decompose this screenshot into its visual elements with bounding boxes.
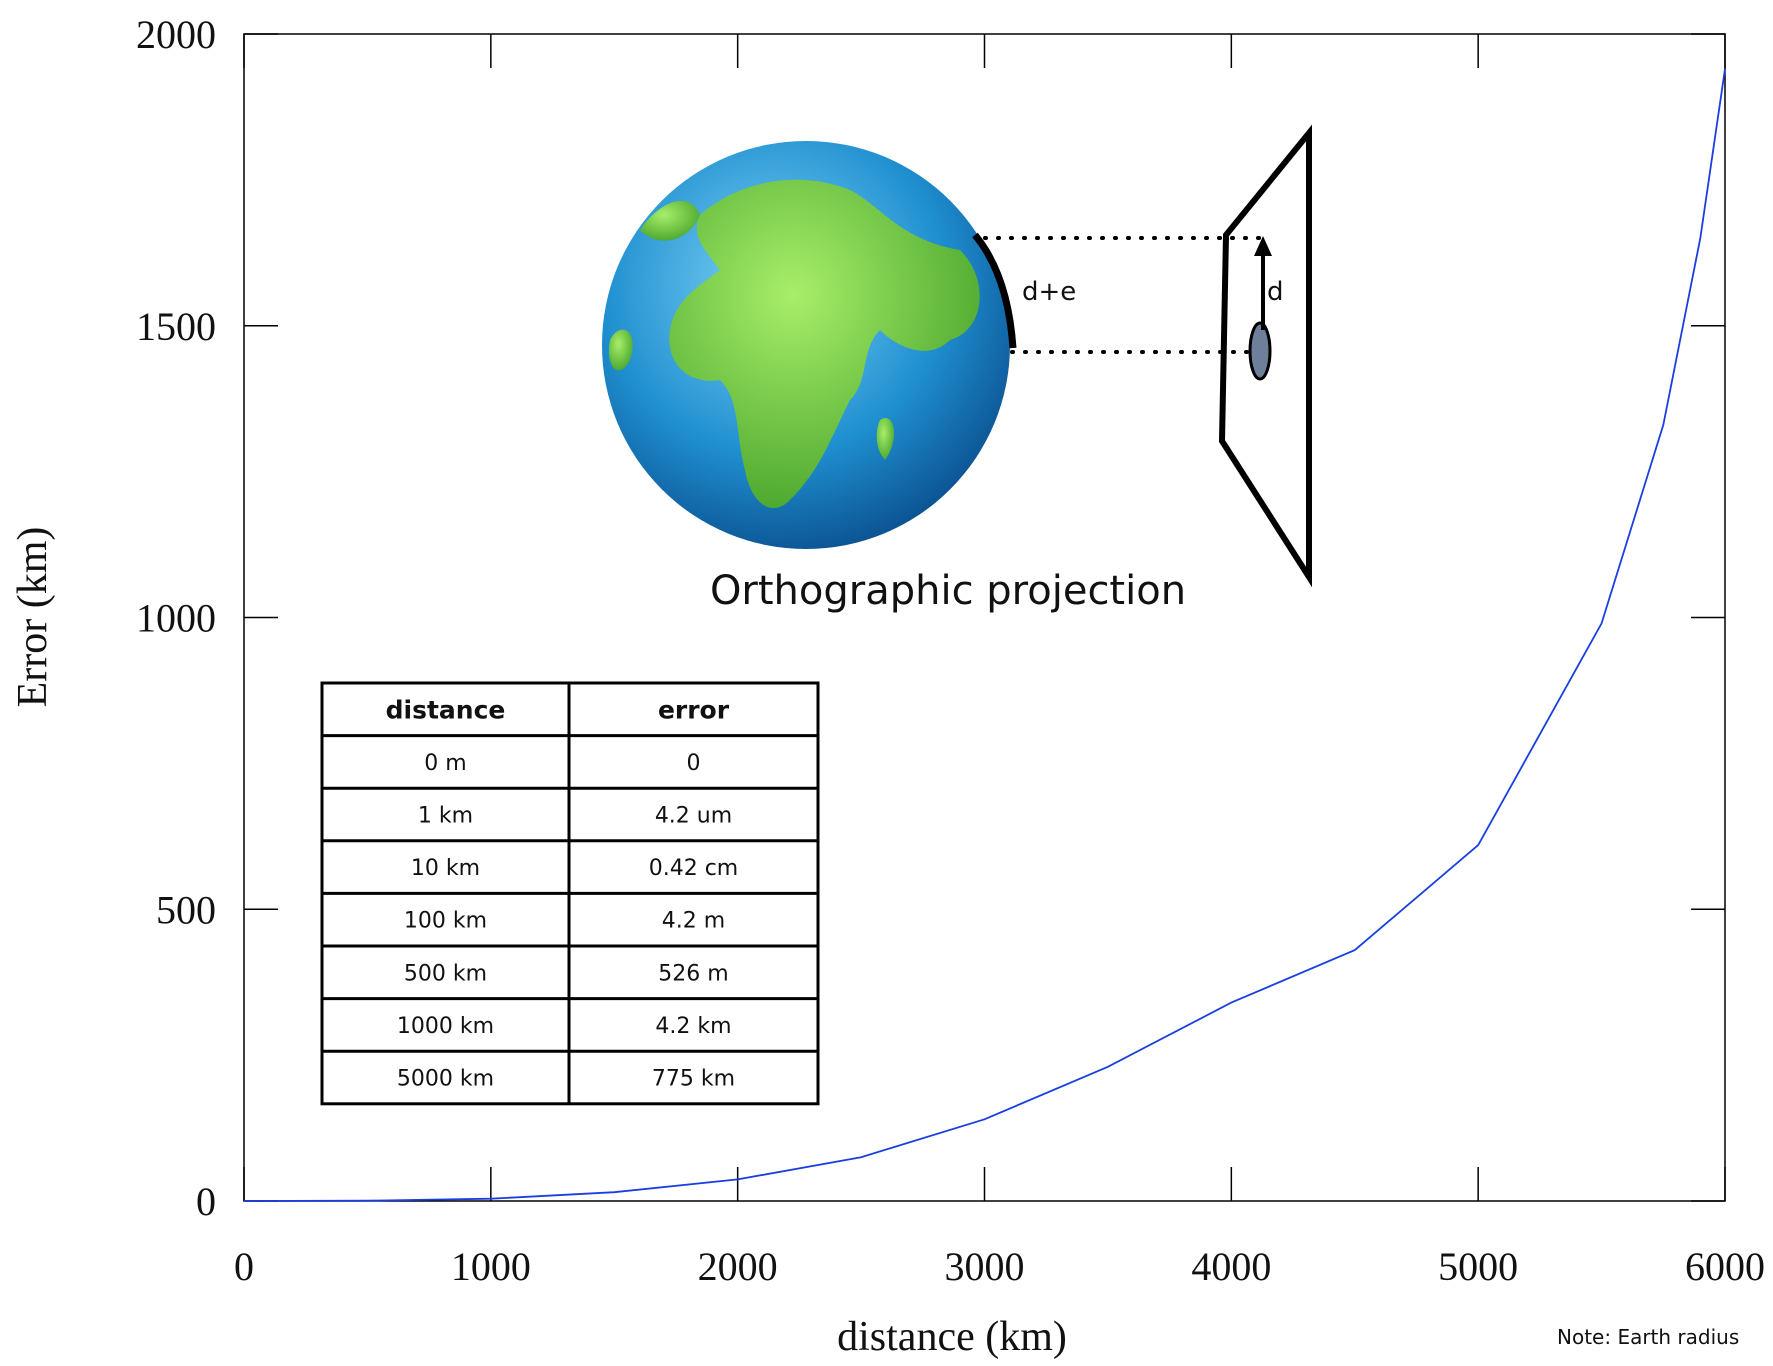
globe (602, 141, 1010, 549)
table: distance error 0 m 0 1 km 4.2 um 10 km 0.42 cm 1… (322, 683, 818, 1104)
table-cell: 4.2 m (662, 909, 725, 934)
table-cell: 10 km (411, 856, 480, 881)
y-tick-label: 2000 (136, 12, 216, 57)
x-tick-label: 0 (234, 1244, 254, 1289)
table-cell: 1 km (418, 804, 473, 829)
table-cell: 0.42 cm (649, 856, 739, 881)
table-cell: 526 m (658, 961, 728, 986)
chord-label: d (1267, 277, 1284, 307)
x-tick-label: 2000 (698, 1244, 778, 1289)
x-tick-label: 6000 (1685, 1244, 1765, 1289)
y-tick-label: 1500 (136, 304, 216, 349)
table-cell: 4.2 um (655, 804, 732, 829)
chart: d+e d Orthographic projection distance (… (0, 0, 1773, 1366)
x-tick-label: 3000 (945, 1244, 1025, 1289)
table-cell: 1000 km (397, 1014, 494, 1039)
point (1250, 323, 1270, 379)
y-tick-label: 1000 (136, 596, 216, 641)
table-cell: 775 km (652, 1067, 735, 1092)
y-axis-title: Error (km) (10, 527, 56, 708)
table-cell: 0 (687, 751, 701, 776)
table-cell: 500 km (404, 961, 487, 986)
y-tick-label: 0 (196, 1179, 216, 1224)
x-tick-label: 1000 (451, 1244, 531, 1289)
page: {"chart_data": {"type": "line", "xlabel"… (0, 0, 1773, 1366)
table-cell: 0 m (424, 751, 466, 776)
table-header: error (658, 695, 730, 724)
arc-label: d+e (1022, 277, 1076, 307)
table-header: distance (386, 695, 506, 724)
x-tick-label: 5000 (1438, 1244, 1518, 1289)
table-cell: 100 km (404, 909, 487, 934)
table-cell: 5000 km (397, 1067, 494, 1092)
note: Note: Earth radius (1557, 1325, 1739, 1349)
y-tick-label: 500 (156, 887, 216, 932)
x-tick-label: 4000 (1191, 1244, 1271, 1289)
table-cell: 4.2 km (655, 1014, 731, 1039)
projection-label: Orthographic projection (710, 568, 1186, 614)
x-axis-title: distance (km) (837, 1314, 1067, 1360)
